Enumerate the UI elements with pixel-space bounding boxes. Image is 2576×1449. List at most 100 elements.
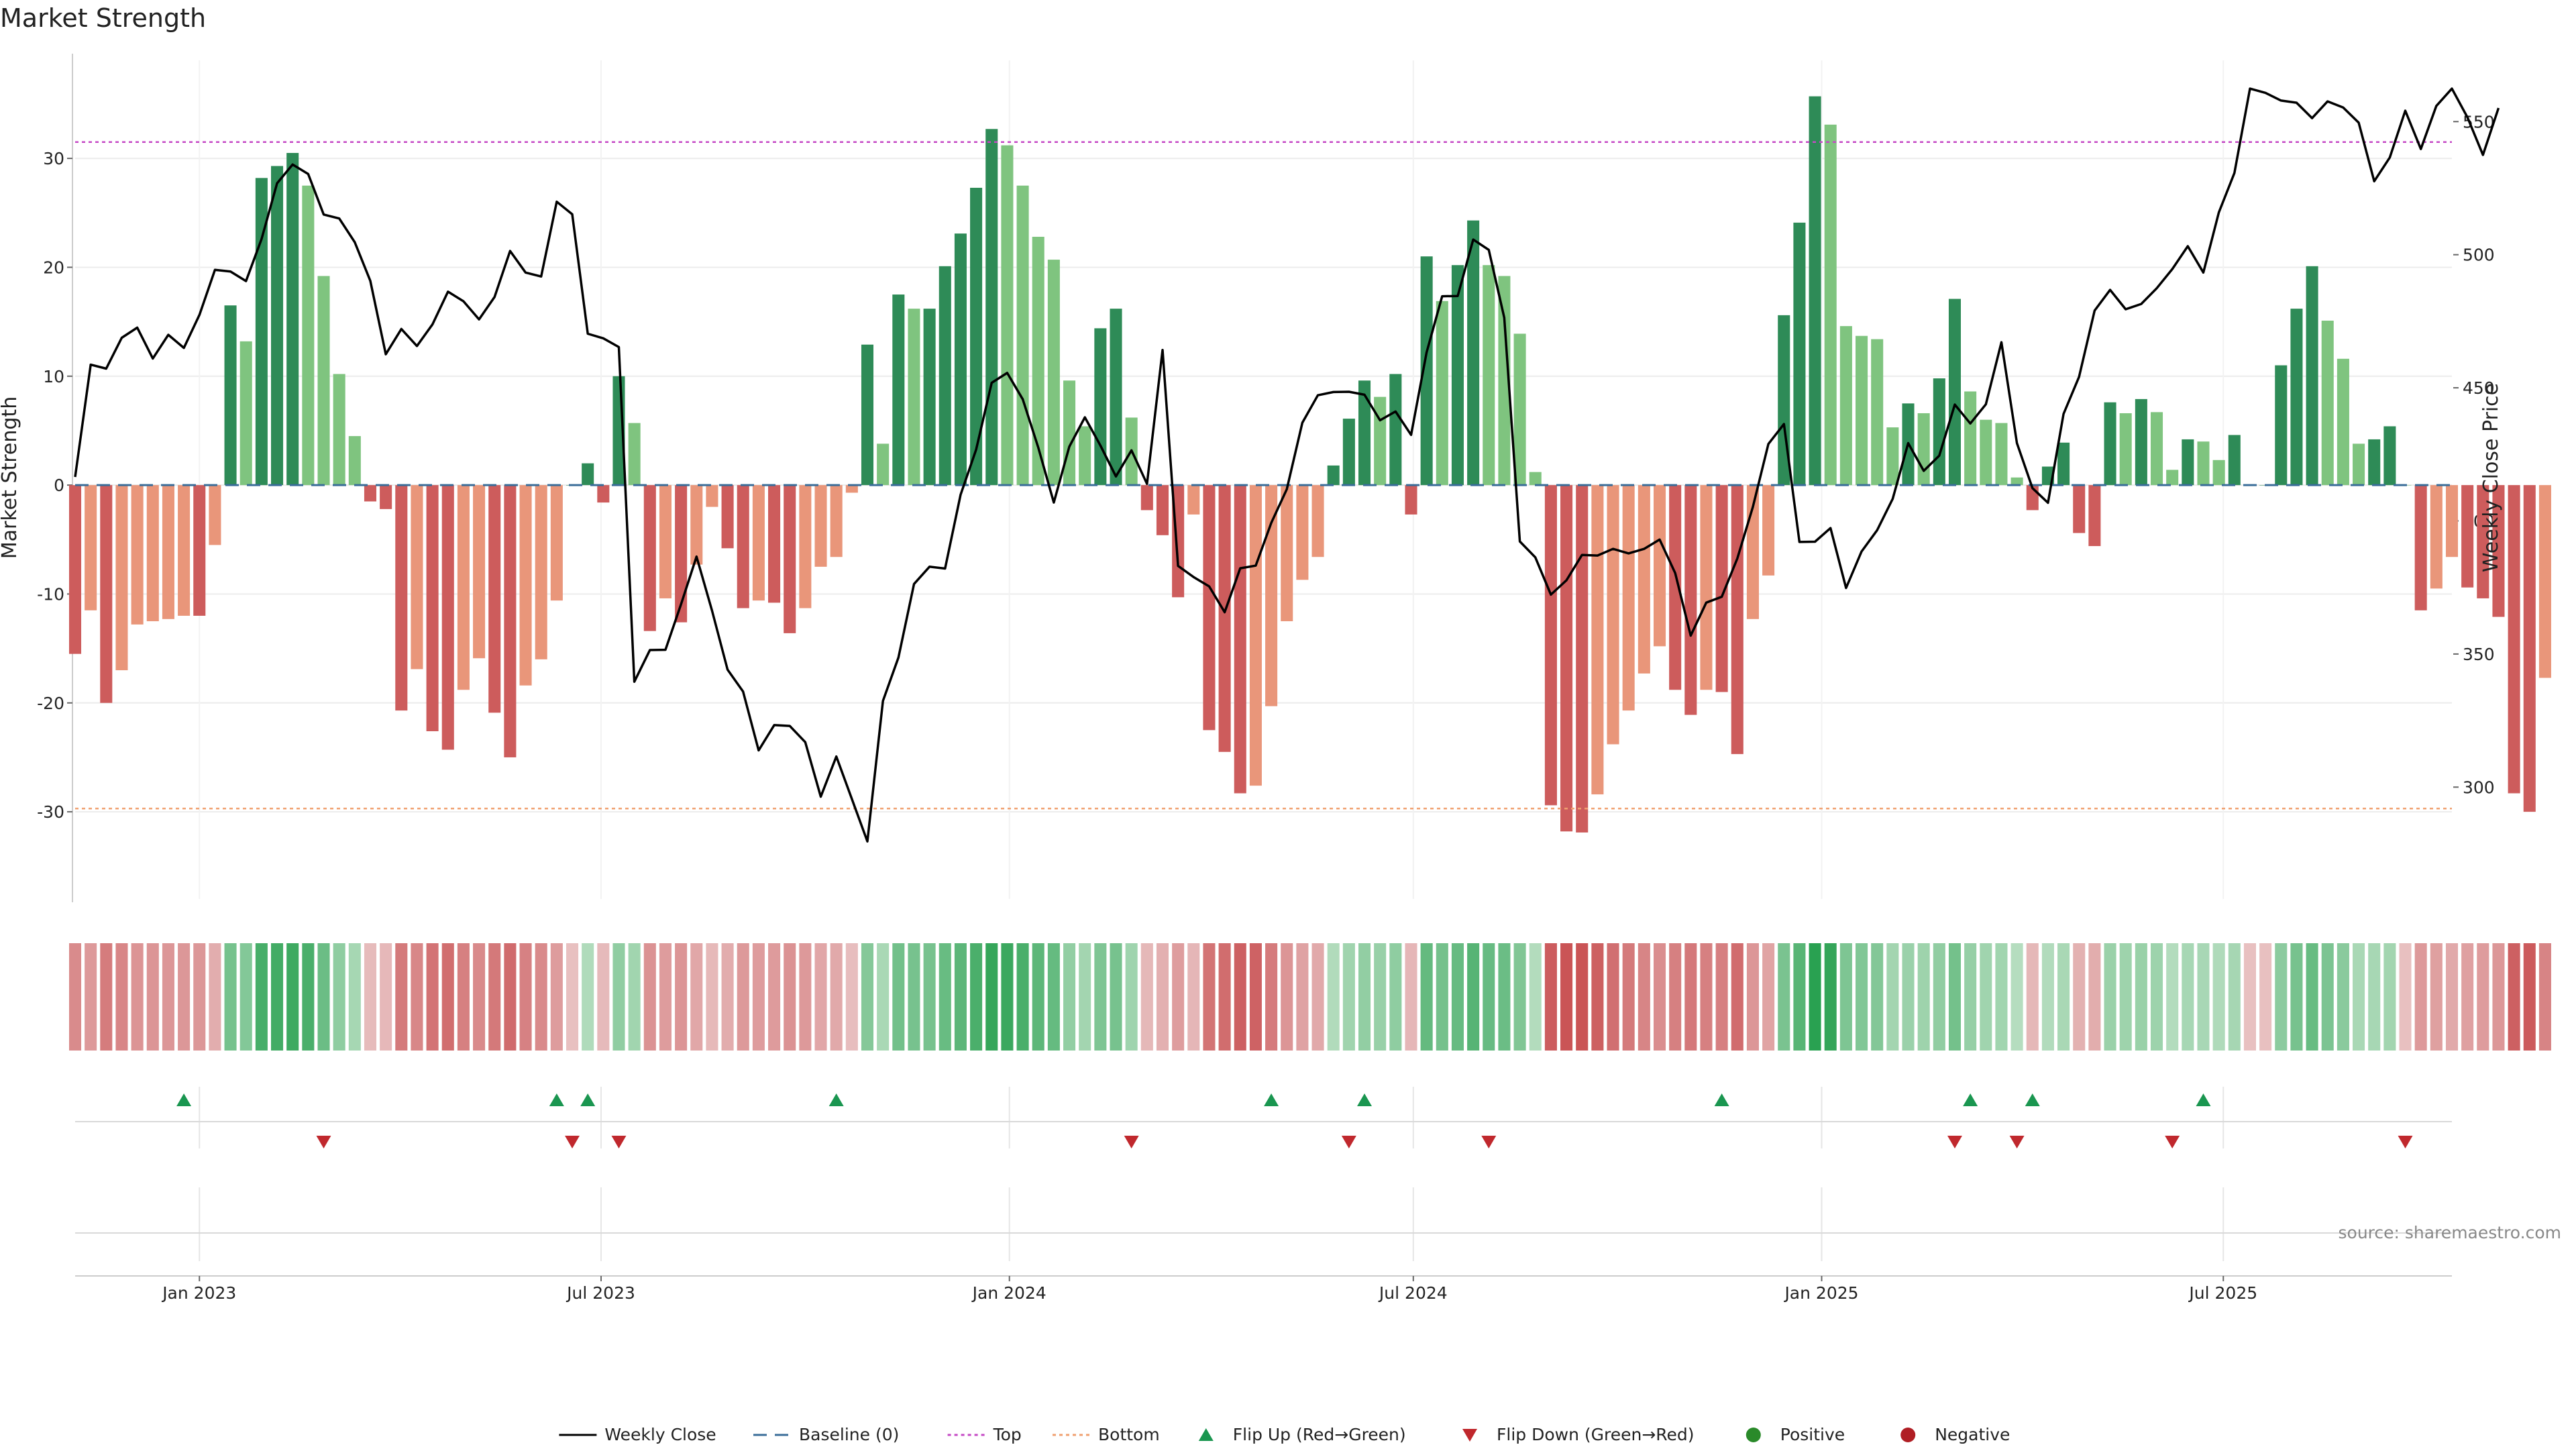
strength-bar bbox=[675, 485, 688, 623]
strength-bar bbox=[255, 178, 268, 486]
heat-cell bbox=[2275, 943, 2288, 1051]
flip-down-marker bbox=[1124, 1136, 1139, 1148]
flip-down-marker bbox=[1481, 1136, 1497, 1148]
axes: -30-20-100102030300350400450500550 bbox=[37, 54, 2495, 1277]
strength-bar bbox=[2182, 439, 2194, 486]
heat-cell bbox=[411, 943, 423, 1051]
x-tick-label: Jan 2024 bbox=[971, 1283, 1046, 1303]
y-tick-label: 20 bbox=[43, 258, 64, 277]
strength-bar bbox=[1249, 485, 1262, 786]
strength-bar bbox=[519, 485, 532, 686]
heat-cell bbox=[643, 943, 656, 1051]
heat-cell bbox=[2150, 943, 2163, 1051]
strength-bar bbox=[1995, 423, 2008, 486]
strength-bar bbox=[1980, 419, 1992, 486]
heat-cell bbox=[193, 943, 206, 1051]
legend-label: Flip Up (Red→Green) bbox=[1233, 1425, 1406, 1444]
heat-cell bbox=[2477, 943, 2489, 1051]
heat-cell bbox=[1653, 943, 1666, 1051]
strength-bar bbox=[1809, 96, 1821, 486]
strength-bar bbox=[1436, 301, 1448, 486]
heat-cell bbox=[2088, 943, 2101, 1051]
heat-cell bbox=[162, 943, 174, 1051]
heat-cell bbox=[457, 943, 470, 1051]
legend-swatch bbox=[1746, 1428, 1761, 1442]
legend-swatch bbox=[1198, 1428, 1214, 1441]
legend-label: Top bbox=[993, 1425, 1022, 1444]
heat-cell bbox=[1948, 943, 1962, 1051]
heat-cell bbox=[1622, 943, 1635, 1051]
heat-cell bbox=[1498, 943, 1511, 1051]
heat-cell bbox=[1638, 943, 1650, 1051]
heat-cell bbox=[1032, 943, 1044, 1051]
heat-cell bbox=[271, 943, 284, 1051]
strength-bar bbox=[193, 485, 206, 616]
heat-cell bbox=[535, 943, 547, 1051]
strength-bar bbox=[985, 129, 998, 486]
strength-bar bbox=[1079, 426, 1091, 486]
heat-cell bbox=[1249, 943, 1262, 1051]
legend: Weekly Close Baseline (0) Top Bottom Flip Up… bbox=[559, 1425, 2010, 1444]
heat-cell bbox=[1172, 943, 1185, 1051]
legend-label: Negative bbox=[1935, 1425, 2010, 1444]
strength-bar bbox=[582, 463, 594, 486]
strength-bar bbox=[411, 485, 423, 669]
heat-cell bbox=[1591, 943, 1604, 1051]
strength-bar bbox=[1498, 276, 1511, 486]
strength-bar bbox=[115, 485, 128, 671]
heat-cell bbox=[115, 943, 128, 1051]
heat-cell bbox=[473, 943, 486, 1051]
heat-cell bbox=[302, 943, 315, 1051]
strength-bar bbox=[1156, 485, 1169, 535]
heat-cell bbox=[504, 943, 517, 1051]
heat-cell bbox=[333, 943, 345, 1051]
heat-cell bbox=[317, 943, 330, 1051]
flip-down-marker bbox=[565, 1136, 580, 1148]
legend-label: Weekly Close bbox=[604, 1425, 716, 1444]
heat-cell bbox=[784, 943, 796, 1051]
heat-cell bbox=[1001, 943, 1014, 1051]
y-tick-label: 30 bbox=[43, 149, 64, 168]
strength-bar bbox=[814, 485, 827, 567]
heat-cell bbox=[68, 943, 82, 1051]
heat-cell bbox=[146, 943, 159, 1051]
strength-bar bbox=[178, 485, 191, 616]
heat-cell bbox=[2135, 943, 2147, 1051]
heat-cell bbox=[566, 943, 579, 1051]
strength-bar bbox=[1467, 220, 1480, 486]
strength-bar bbox=[659, 485, 672, 598]
weekly-close-series bbox=[74, 87, 2500, 843]
y2-tick-label: 300 bbox=[2463, 777, 2495, 797]
strength-bar bbox=[2508, 485, 2520, 794]
y-tick-label: 0 bbox=[54, 476, 64, 495]
flip-down-marker bbox=[2165, 1136, 2180, 1148]
heat-cell bbox=[209, 943, 221, 1051]
strength-bar bbox=[1047, 260, 1060, 486]
heat-cell bbox=[1902, 943, 1915, 1051]
heat-cell bbox=[2492, 943, 2505, 1051]
strength-bar bbox=[302, 185, 315, 486]
flip-up-marker bbox=[176, 1093, 192, 1106]
strength-bar bbox=[395, 485, 408, 711]
strength-bar bbox=[938, 266, 951, 486]
heat-cell bbox=[2073, 943, 2086, 1051]
strength-bar bbox=[1358, 380, 1371, 486]
heat-cell bbox=[690, 943, 703, 1051]
strength-bar bbox=[333, 374, 345, 486]
y-axis-label: Market Strength bbox=[0, 396, 21, 559]
strength-bar bbox=[892, 294, 905, 486]
heat-cell bbox=[768, 943, 781, 1051]
strength-bar bbox=[830, 485, 843, 557]
heat-cell bbox=[908, 943, 920, 1051]
strength-bar bbox=[2523, 485, 2536, 812]
strength-bar bbox=[1405, 485, 1417, 515]
heat-cell bbox=[1467, 943, 1480, 1051]
legend-label: Baseline (0) bbox=[799, 1425, 899, 1444]
heat-cell bbox=[348, 943, 361, 1051]
x-tick-label: Jan 2023 bbox=[161, 1283, 236, 1303]
heat-cell bbox=[1281, 943, 1293, 1051]
strength-bar bbox=[752, 485, 765, 601]
heat-cell bbox=[1079, 943, 1091, 1051]
heat-cell bbox=[2306, 943, 2318, 1051]
heat-cell bbox=[2243, 943, 2256, 1051]
